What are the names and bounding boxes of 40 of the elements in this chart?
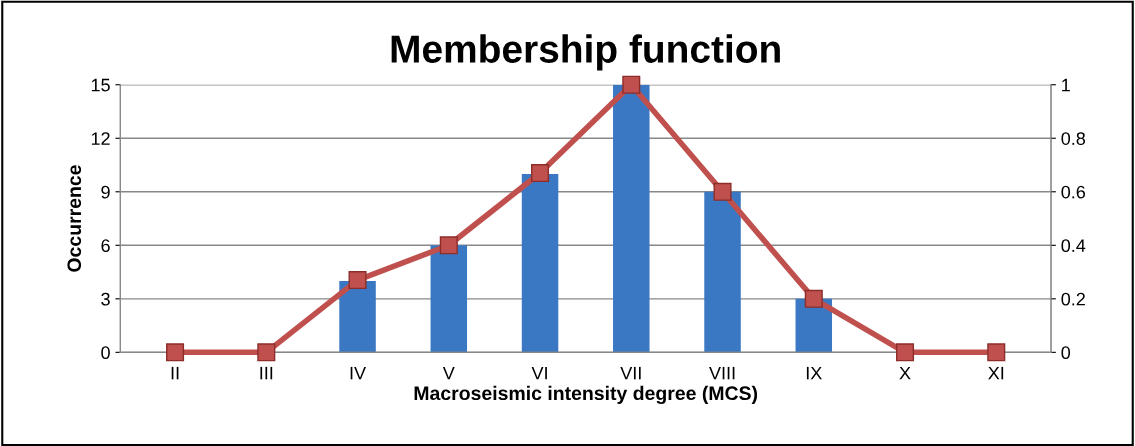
chart-title: Membership function bbox=[391, 34, 780, 71]
y2-tick-label: 0.2 bbox=[1061, 292, 1085, 306]
x-tick-label: II bbox=[171, 366, 179, 380]
point bbox=[257, 343, 276, 362]
y2-tick-label: 1 bbox=[1062, 78, 1070, 92]
y2-tick-label: 0 bbox=[1061, 346, 1071, 360]
y-axis-title: Occurrence bbox=[67, 165, 82, 272]
x-tick-label: IV bbox=[350, 366, 366, 380]
y2-tick-label: 0.4 bbox=[1061, 239, 1086, 253]
y-tick-label: 12 bbox=[91, 132, 110, 145]
x-tick-label: VII bbox=[620, 366, 641, 380]
x-tick-label: XI bbox=[988, 366, 1004, 380]
point bbox=[439, 236, 458, 255]
x-tick-label: VI bbox=[531, 366, 547, 380]
y2-tick-label: 0.8 bbox=[1061, 132, 1086, 145]
point bbox=[531, 164, 550, 183]
x-tick-label: VIII bbox=[709, 366, 735, 380]
y-tick-label: 15 bbox=[91, 78, 110, 92]
y2-tick-label: 0.6 bbox=[1061, 185, 1086, 199]
y-tick-label: 6 bbox=[101, 239, 110, 253]
point bbox=[348, 271, 367, 290]
bar bbox=[613, 84, 650, 353]
bar bbox=[704, 191, 741, 353]
bar bbox=[521, 173, 559, 353]
point bbox=[166, 343, 185, 362]
x-tick-label: IX bbox=[806, 366, 822, 380]
point bbox=[804, 289, 823, 308]
x-tick-label: V bbox=[442, 366, 455, 380]
y-tick-label: 0 bbox=[101, 346, 110, 360]
x-tick-label: X bbox=[899, 366, 911, 380]
x-tick-label: III bbox=[260, 366, 273, 380]
y-tick-label: 9 bbox=[101, 185, 110, 199]
bar bbox=[339, 280, 376, 353]
point bbox=[895, 343, 915, 362]
x-axis-title: Macroseismic intensity degree (MCS) bbox=[414, 385, 758, 405]
point bbox=[987, 343, 1006, 362]
point bbox=[622, 75, 641, 94]
y-tick-label: 3 bbox=[101, 292, 110, 306]
bar bbox=[430, 245, 468, 353]
point bbox=[713, 182, 732, 201]
